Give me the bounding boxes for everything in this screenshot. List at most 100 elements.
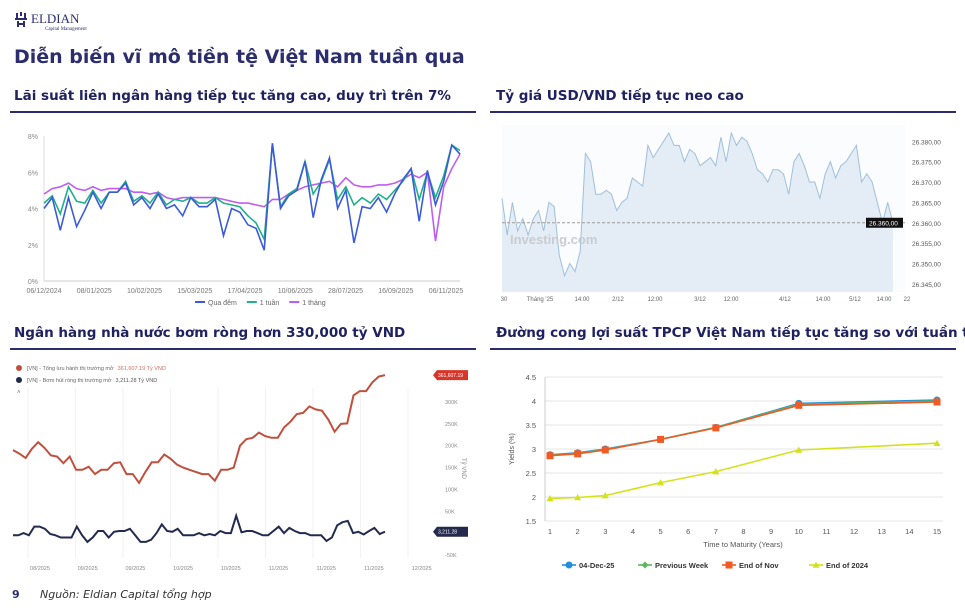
page-number: 9 bbox=[12, 588, 20, 601]
x-tick-label: 3/12 bbox=[694, 297, 706, 303]
x-tick-label: 30 bbox=[501, 297, 508, 303]
y-tick-label: 2 bbox=[532, 493, 536, 502]
price-line bbox=[501, 131, 894, 278]
last-value-label: 361,607.19 bbox=[438, 373, 463, 379]
x-tick-label: 06/11/2025 bbox=[429, 288, 464, 295]
last-value-badge bbox=[433, 370, 468, 381]
data-point bbox=[546, 494, 554, 502]
x-tick-label: 11 bbox=[823, 527, 831, 536]
x-tick-label: 14:00 bbox=[815, 297, 831, 303]
y-tick-label: 250K bbox=[445, 422, 458, 428]
series-line-0 bbox=[43, 143, 461, 251]
divider bbox=[490, 348, 956, 350]
yield-curve-chart: 1.522.533.544.51 2 3 4 5 6 7 8 9 10 11 12 13 14 15Time… bbox=[509, 373, 943, 570]
x-tick-label: 11/2025 bbox=[364, 566, 383, 572]
legend-value: 3,211.28 Tỷ VND bbox=[116, 377, 158, 384]
legend-label: [VN] - Bơm hút ròng thị trường mở bbox=[27, 377, 112, 384]
x-tick-label: 10/06/2025 bbox=[278, 288, 313, 295]
x-tick-label: Tháng '25 bbox=[527, 297, 554, 303]
legend-label: 04-Dec-25 bbox=[579, 561, 614, 570]
interbank-rate-chart: 0% 2% 4% 6% 8% 06/12/2024 08/01/2025 10/02/2025… bbox=[26, 134, 464, 307]
x-tick-label: 11/2025 bbox=[316, 566, 335, 572]
logo-name: ELDIAN bbox=[31, 11, 80, 26]
divider bbox=[490, 111, 956, 113]
y-tick-label: 3 bbox=[532, 445, 536, 454]
x-tick-label: 5/12 bbox=[849, 297, 861, 303]
x-tick-label: 16/09/2025 bbox=[378, 288, 413, 295]
y-tick-label: 100K bbox=[445, 487, 458, 493]
data-point bbox=[574, 450, 582, 458]
data-point bbox=[725, 561, 733, 569]
y-axis-label: Yields (%) bbox=[509, 433, 516, 465]
x-tick-label: 28/07/2025 bbox=[328, 288, 363, 295]
legend-label: Qua đêm bbox=[208, 300, 237, 307]
x-tick-label: 22 bbox=[904, 297, 911, 303]
data-point bbox=[565, 561, 573, 569]
x-tick-label: 4 bbox=[631, 527, 635, 536]
logo: ELDIAN Capital Management bbox=[14, 8, 87, 32]
x-tick-label: 1 bbox=[548, 527, 552, 536]
y-tick-label: 26.370,00 bbox=[912, 180, 941, 187]
x-tick-label: 4/12 bbox=[779, 297, 791, 303]
y-tick-label: 3.5 bbox=[526, 421, 536, 430]
section-heading-fx: Tỷ giá USD/VND tiếp tục neo cao bbox=[496, 88, 744, 104]
x-tick-label: 12/2025 bbox=[412, 566, 432, 572]
x-tick-label: 10 bbox=[795, 527, 803, 536]
y-tick-label: 4 bbox=[532, 397, 536, 406]
logo-mark-icon bbox=[15, 12, 27, 27]
x-tick-label: 8 bbox=[741, 527, 745, 536]
data-point bbox=[795, 401, 803, 409]
y-tick-label: 2.5 bbox=[526, 469, 536, 478]
x-tick-label: 13 bbox=[878, 527, 886, 536]
data-point bbox=[812, 561, 820, 568]
x-tick-label: 14:00 bbox=[876, 297, 892, 303]
legend-dot bbox=[16, 377, 22, 383]
data-point bbox=[657, 435, 665, 443]
logo-tagline: Capital Management bbox=[45, 27, 87, 32]
x-tick-label: 6 bbox=[686, 527, 690, 536]
x-tick-label: 12:00 bbox=[723, 297, 739, 303]
x-tick-label: 10/2025 bbox=[221, 566, 241, 572]
data-point bbox=[601, 446, 609, 454]
x-tick-label: 08/2025 bbox=[30, 566, 50, 572]
divider bbox=[10, 348, 476, 350]
data-point bbox=[574, 493, 582, 501]
data-point bbox=[933, 439, 941, 447]
last-price-label: 26.360,00 bbox=[869, 220, 898, 227]
series-line-1 bbox=[43, 143, 461, 243]
last-value-badge bbox=[433, 526, 468, 537]
x-tick-label: 2 bbox=[576, 527, 580, 536]
x-tick-label: 14:00 bbox=[574, 297, 590, 303]
data-point bbox=[712, 424, 720, 432]
data-point bbox=[641, 561, 649, 569]
y-axis-label: Tỷ VND bbox=[460, 458, 467, 480]
legend-label: [VN] - Tổng lưu hành thị trường mở bbox=[27, 365, 114, 372]
y-tick-label: 150K bbox=[445, 466, 458, 472]
x-tick-label: 15/03/2025 bbox=[177, 288, 212, 295]
y-tick-label: -50K bbox=[445, 553, 457, 559]
legend-dot bbox=[16, 365, 22, 371]
legend-more-icon: ˄ bbox=[17, 390, 21, 396]
section-heading-interbank: Lãi suất liên ngân hàng tiếp tục tăng ca… bbox=[14, 88, 451, 104]
data-point bbox=[657, 479, 665, 486]
y-tick-label: 0% bbox=[28, 279, 38, 286]
usd-vnd-chart: Investing.com 26.345,00 26.350,00 26.355,00… bbox=[501, 125, 941, 303]
legend-label: End of 2024 bbox=[826, 561, 869, 570]
data-point bbox=[712, 468, 720, 475]
x-tick-label: 10/02/2025 bbox=[127, 288, 162, 295]
x-tick-label: 17/04/2025 bbox=[227, 288, 262, 295]
legend-label: 1 tháng bbox=[302, 300, 325, 307]
area-fill bbox=[502, 133, 893, 292]
x-tick-label: 11/2025 bbox=[269, 566, 288, 572]
y-tick-label: 4% bbox=[28, 207, 38, 214]
last-price-badge bbox=[866, 217, 903, 228]
watermark: Investing.com bbox=[510, 232, 597, 247]
legend-label: Previous Week bbox=[655, 561, 709, 570]
x-tick-label: 09/2025 bbox=[78, 566, 98, 572]
x-tick-label: 10/2025 bbox=[173, 566, 193, 572]
x-tick-label: 12 bbox=[850, 527, 858, 536]
x-axis-label: Time to Maturity (Years) bbox=[703, 540, 783, 549]
y-tick-label: 26.355,00 bbox=[912, 241, 941, 248]
x-tick-label: 12:00 bbox=[647, 297, 663, 303]
page-title: Diễn biến vĩ mô tiền tệ Việt Nam tuần qu… bbox=[14, 46, 465, 68]
